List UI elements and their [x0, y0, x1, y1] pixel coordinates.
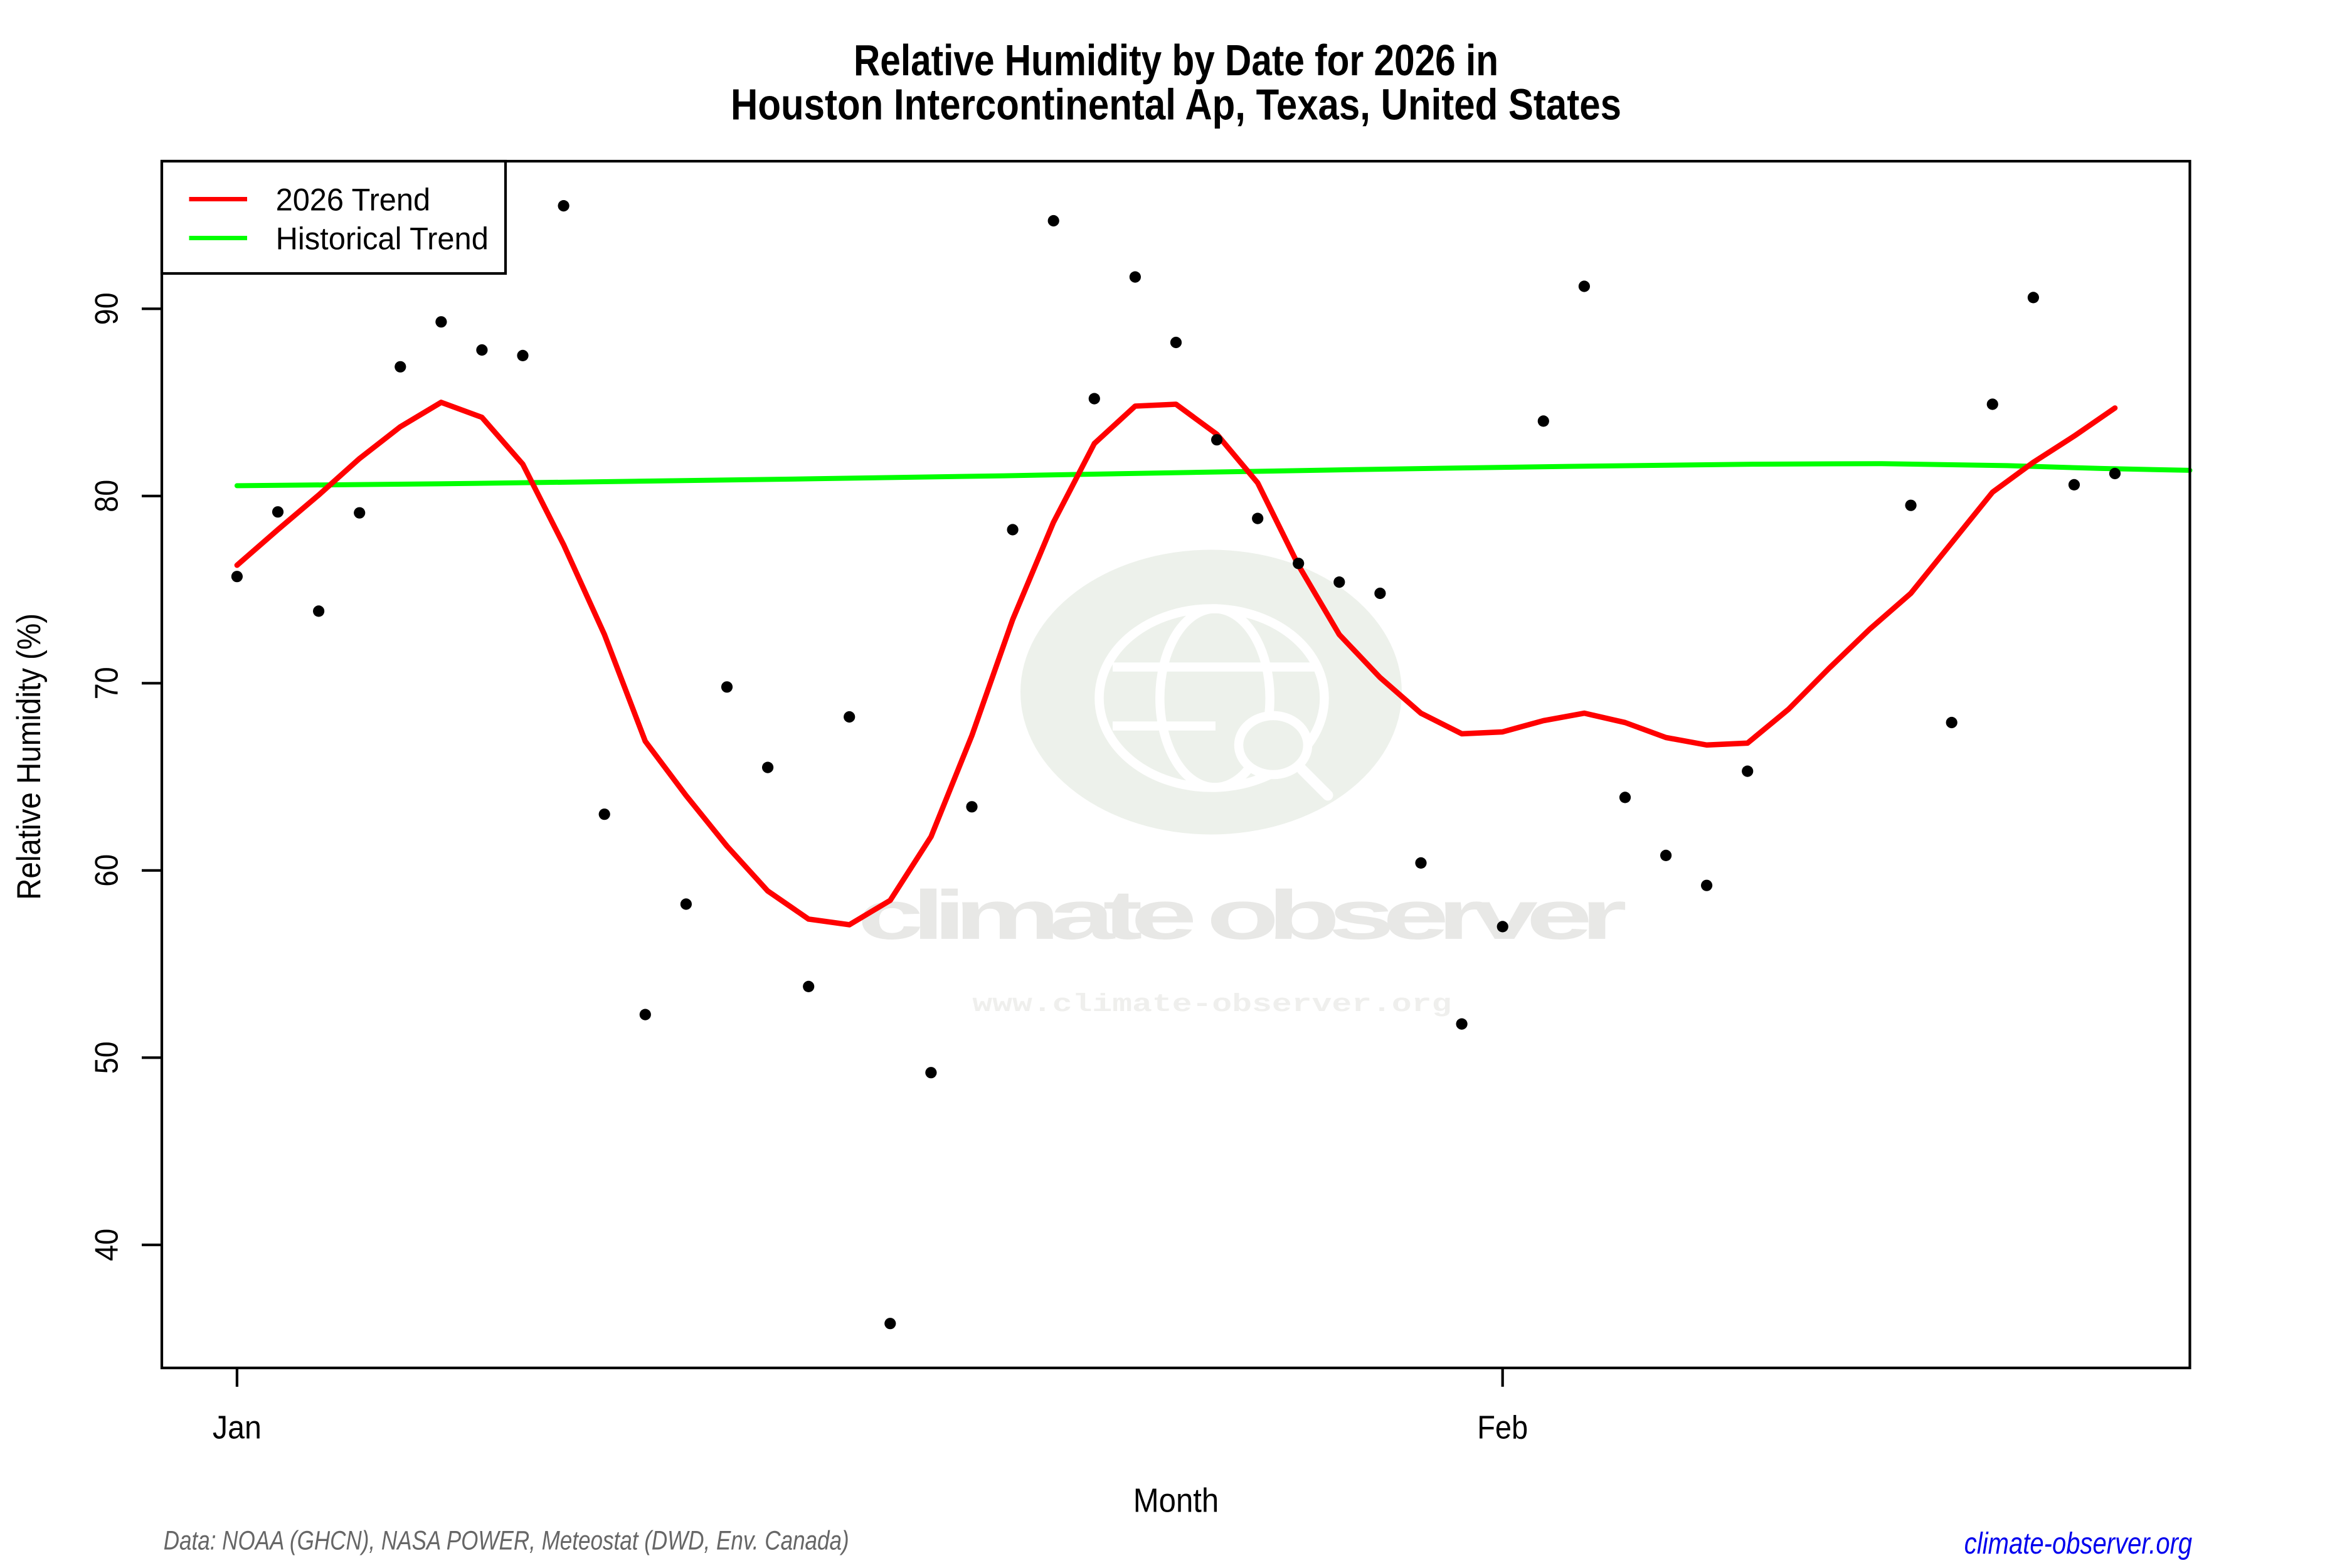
svg-text:climate observer: climate observer: [857, 876, 1627, 954]
svg-text:Houston Intercontinental Ap, T: Houston Intercontinental Ap, Texas, Unit…: [731, 80, 1621, 129]
svg-text:60: 60: [88, 854, 125, 887]
svg-text:www.climate-observer.org: www.climate-observer.org: [972, 990, 1451, 1019]
svg-text:70: 70: [88, 667, 125, 699]
svg-text:80: 80: [88, 480, 125, 512]
svg-text:Data: NOAA (GHCN), NASA POWER,: Data: NOAA (GHCN), NASA POWER, Meteostat…: [164, 1525, 849, 1555]
svg-text:climate-observer.org: climate-observer.org: [1964, 1527, 2193, 1560]
svg-text:50: 50: [88, 1041, 125, 1074]
svg-text:Relative Humidity (%): Relative Humidity (%): [11, 613, 48, 900]
svg-text:Month: Month: [1133, 1482, 1219, 1519]
svg-text:Historical Trend: Historical Trend: [276, 221, 489, 256]
svg-text:2026 Trend: 2026 Trend: [276, 182, 430, 217]
svg-text:Relative Humidity by Date for: Relative Humidity by Date for 2026 in: [854, 36, 1498, 85]
svg-text:Feb: Feb: [1477, 1410, 1528, 1446]
svg-text:90: 90: [88, 292, 125, 325]
svg-text:Jan: Jan: [213, 1410, 262, 1446]
svg-text:40: 40: [88, 1229, 125, 1261]
